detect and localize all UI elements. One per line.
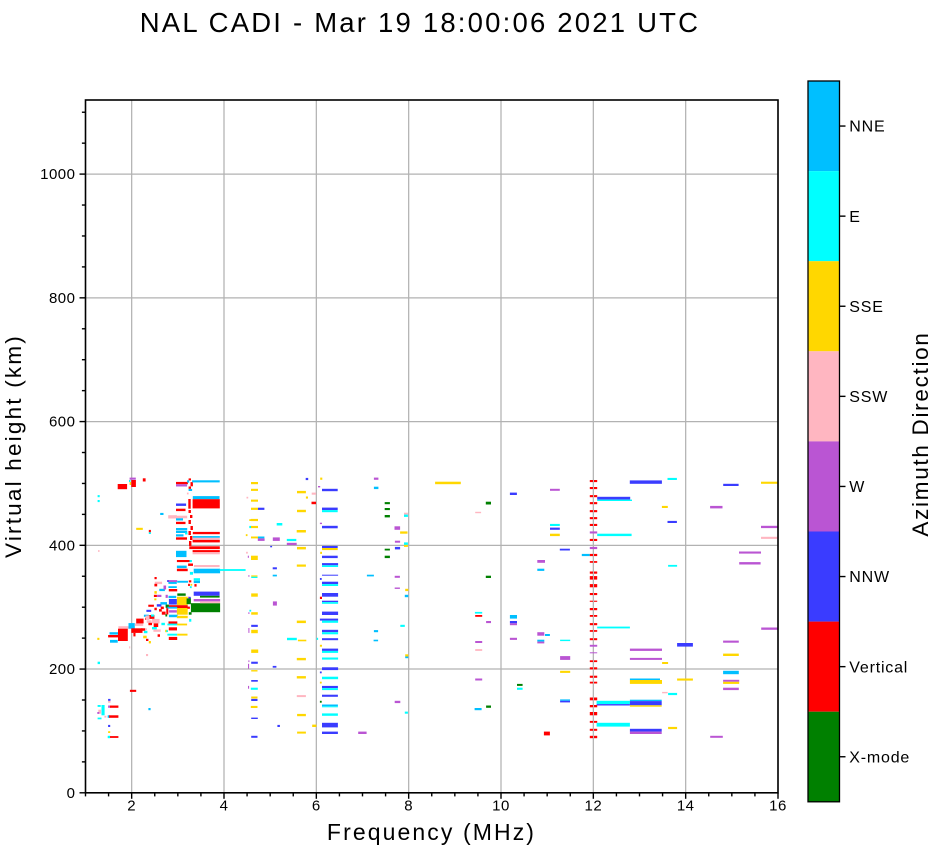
svg-text:400: 400 [49,537,76,554]
svg-text:X-mode: X-mode [849,749,910,766]
svg-text:6: 6 [312,798,321,815]
svg-text:Virtual height (km): Virtual height (km) [1,334,26,558]
svg-text:W: W [849,479,865,496]
svg-text:SSW: SSW [849,389,888,406]
svg-text:12: 12 [584,798,602,815]
svg-text:800: 800 [49,290,76,307]
svg-text:SSE: SSE [849,299,883,316]
svg-text:NNE: NNE [849,119,885,136]
svg-text:1000: 1000 [40,166,75,183]
svg-text:Vertical: Vertical [849,659,908,676]
svg-text:10: 10 [492,798,510,815]
svg-text:E: E [849,209,860,226]
svg-text:8: 8 [404,798,413,815]
svg-text:NAL CADI - Mar 19 18:00:06 202: NAL CADI - Mar 19 18:00:06 2021 UTC [140,7,701,38]
svg-text:NNW: NNW [849,569,890,586]
svg-text:2: 2 [127,798,136,815]
svg-text:4: 4 [220,798,229,815]
svg-text:200: 200 [49,661,76,678]
svg-text:600: 600 [49,414,76,431]
svg-text:Frequency (MHz): Frequency (MHz) [327,819,536,845]
svg-text:Azimuth Direction: Azimuth Direction [908,331,933,536]
svg-text:14: 14 [677,798,695,815]
svg-text:0: 0 [67,785,76,802]
svg-text:16: 16 [769,798,787,815]
